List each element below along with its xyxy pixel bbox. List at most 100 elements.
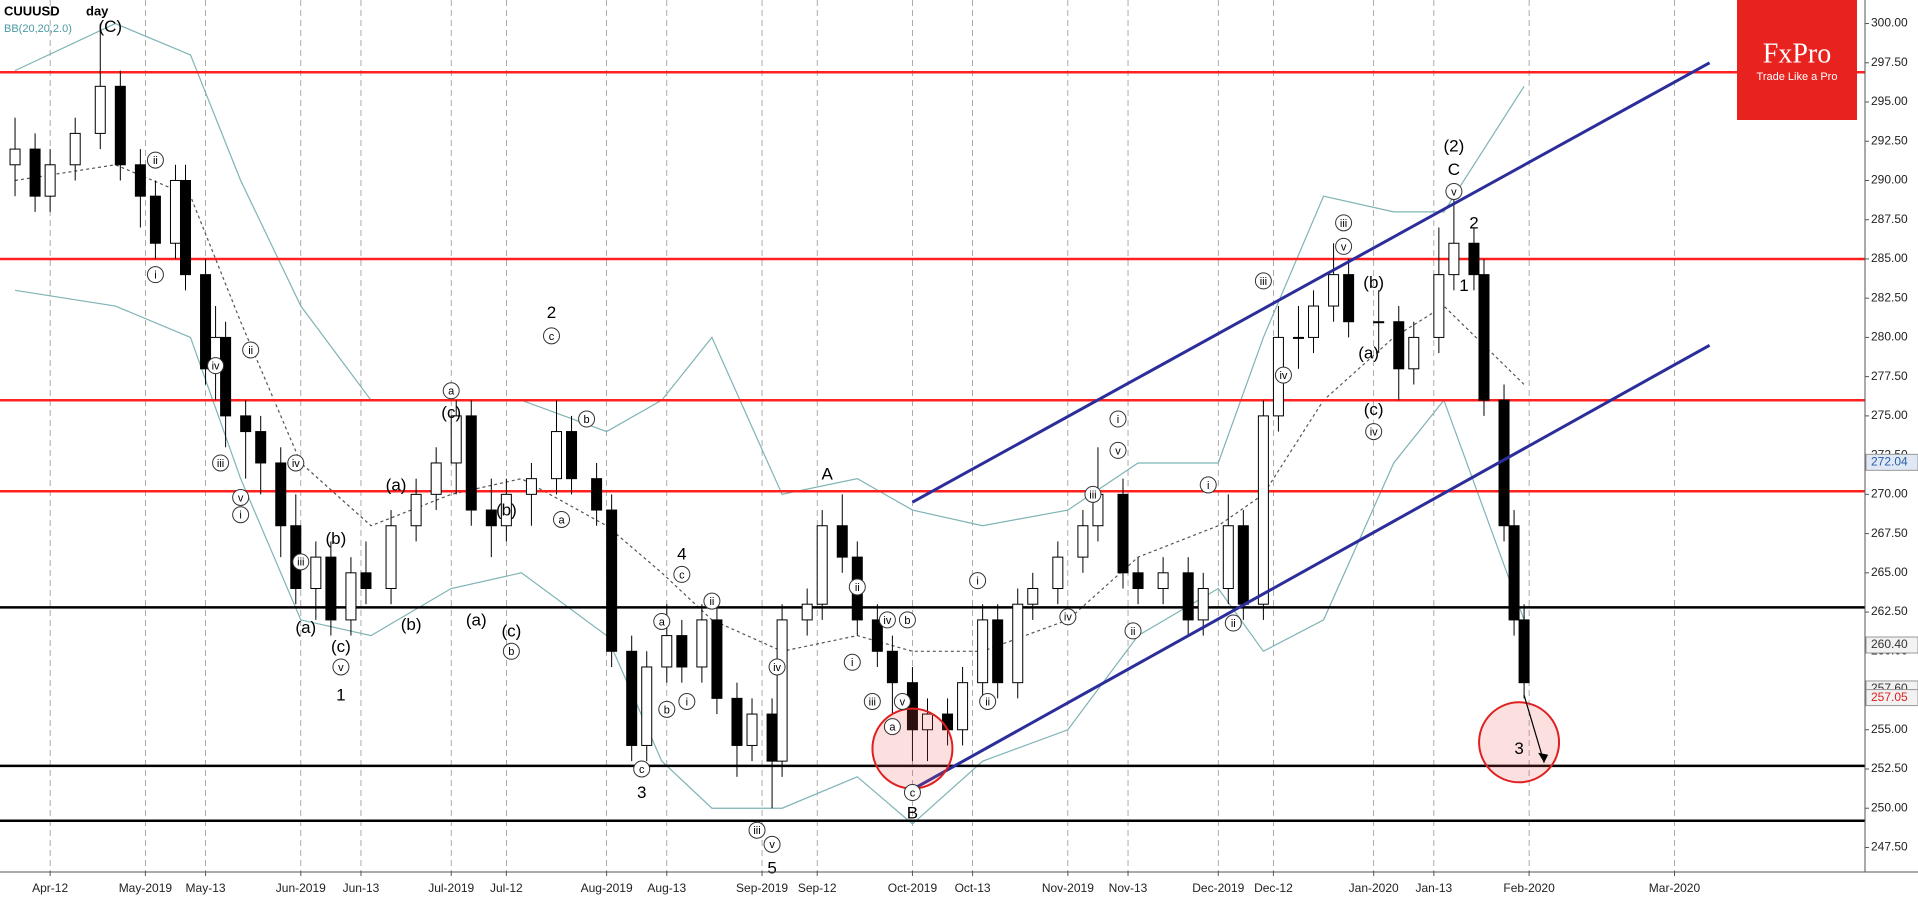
wave-circle [1445,182,1463,200]
candle-body [134,164,146,197]
candle-body [1132,572,1144,590]
y-tick-label: 252.50 [1871,761,1908,775]
candle-body [325,556,337,621]
wave-label: A [822,464,834,483]
wave-label: (c) [441,403,461,422]
candle-body [1052,556,1064,590]
candle-body [1373,321,1385,324]
x-tick-label: Oct-13 [955,881,991,895]
candle-body [816,525,828,605]
wave-circle [232,488,250,506]
wave-label: 2 [547,303,556,322]
wave-circle [703,592,721,610]
candle-body [1508,525,1520,621]
price-label: 257.05 [1871,690,1908,704]
wave-circle [1254,272,1272,290]
candle-body [200,274,212,370]
wave-circle [878,611,896,629]
candle-body [1393,321,1405,370]
price-label-box [1865,689,1918,707]
wave-label: iv [1279,370,1287,382]
wave-circle [1365,423,1383,441]
x-tick-label: Aug-13 [647,881,686,895]
candle-body [1468,242,1480,276]
y-tick-label: 265.00 [1871,565,1908,579]
candle-body [921,713,933,731]
logo-tagline: Trade Like a Pro [1757,71,1838,83]
candle-body [9,148,21,166]
y-tick-label: 275.00 [1871,408,1908,422]
candle-body [385,525,397,590]
wave-circle [843,653,861,671]
wave-circle [332,658,350,676]
y-tick-label: 262.50 [1871,604,1908,618]
candle-body [711,619,723,699]
candle-body [591,478,603,511]
candle-body [410,493,422,527]
wave-circle [1109,441,1127,459]
candle-body [957,682,969,731]
x-tick-label: Aug-2019 [581,881,633,895]
wave-label: (c) [331,637,351,656]
wave-circle [212,454,230,472]
channel-line [911,61,1711,504]
x-tick-label: Mar-2020 [1649,881,1701,895]
wave-label: (c) [501,621,521,640]
candle-body [44,164,56,197]
candle-body [746,713,758,746]
wave-circle [678,693,696,711]
wave-circle [502,642,520,660]
wave-label: iii [1260,276,1267,288]
wave-label: (a) [386,475,407,494]
wave-label: C [1448,160,1460,179]
candle-body [169,179,181,244]
candle-body [661,635,673,668]
candle-body [766,713,778,762]
y-tick-label: 267.50 [1871,526,1908,540]
wave-circle [292,553,310,571]
x-tick-label: Jan-13 [1415,881,1452,895]
wave-circle [1084,485,1102,503]
candle-body [1117,493,1129,574]
wave-circle [748,821,766,839]
wave-circle [653,612,671,630]
candle-body [1237,525,1249,605]
wave-label: i [976,576,978,588]
wave-label: v [1451,186,1457,198]
wave-circle [883,718,901,736]
y-tick-label: 300.00 [1871,16,1908,30]
wave-circle [242,341,260,359]
candle-body [275,462,287,527]
candle-body [1448,242,1460,276]
y-tick-label: 295.00 [1871,94,1908,108]
candle-body [310,556,322,590]
wave-circle [207,357,225,375]
wave-label: v [769,839,775,851]
wave-label: (2) [1444,136,1465,155]
wave-circle [146,151,164,169]
candle-body [992,619,1004,684]
wave-label: b [904,615,910,627]
candle-body [1257,415,1269,605]
wave-label: (a) [466,610,487,629]
wave-circle [658,700,676,718]
candle-body [149,195,161,244]
wave-label: b [664,704,670,716]
candle-body [69,132,81,166]
wave-label: b [508,646,514,658]
candle-body [836,525,848,558]
wave-circle [1124,622,1142,640]
price-label: 272.04 [1871,455,1908,469]
logo [1737,0,1857,120]
wave-label: i [239,510,241,522]
x-tick-label: Dec-2019 [1192,881,1244,895]
wave-label: v [1341,241,1347,253]
candle-body [606,509,618,652]
candle-body [641,666,653,746]
wave-circle [1274,366,1292,384]
wave-label: ii [855,582,860,594]
wave-label: iii [869,696,876,708]
wave-label: (b) [496,501,517,520]
wave-label: iii [1089,489,1096,501]
